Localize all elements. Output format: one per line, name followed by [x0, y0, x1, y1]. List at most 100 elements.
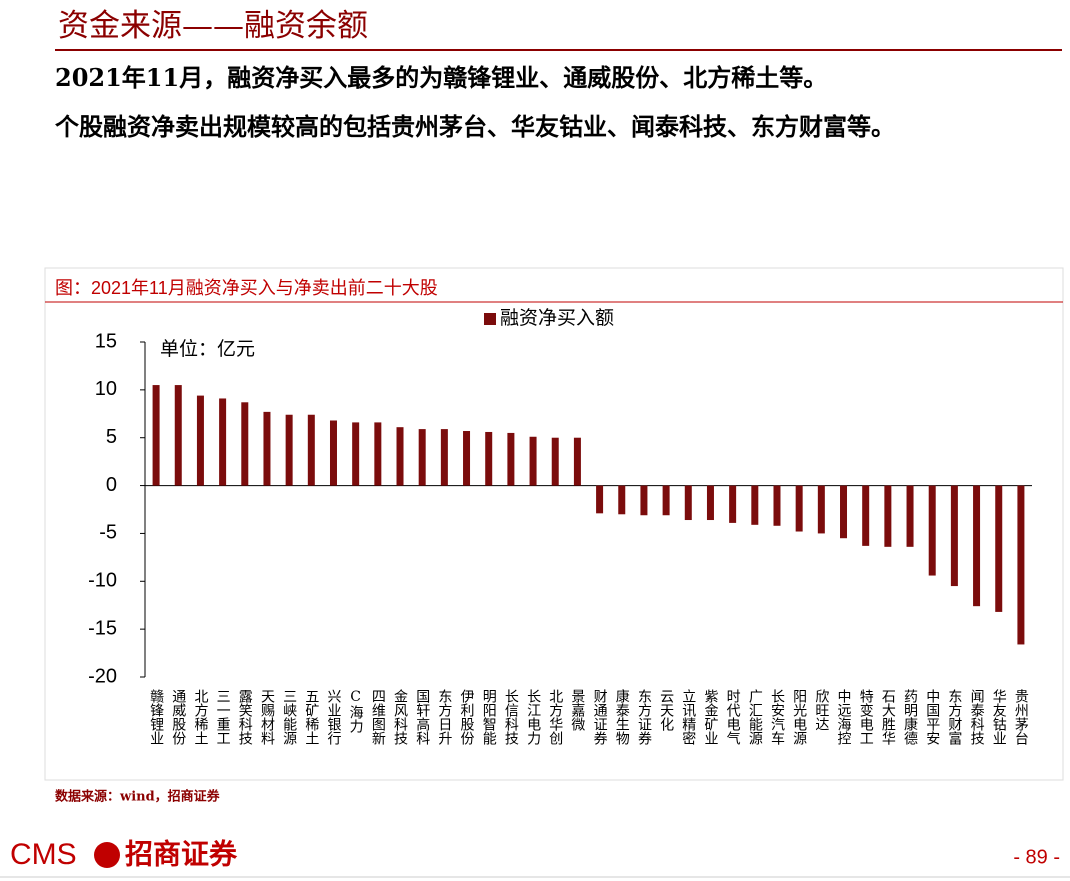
x-tick-label: 三一重工 — [215, 689, 231, 745]
bar — [640, 485, 648, 516]
x-tick-label: 长信科技 — [503, 689, 519, 746]
bar — [485, 431, 493, 486]
bar — [196, 395, 204, 486]
y-tick-label: -15 — [88, 617, 117, 639]
x-tick-label: 天赐材料 — [259, 689, 275, 745]
x-tick-label: 北方稀土 — [192, 689, 208, 745]
page-number: - 89 - — [1013, 846, 1060, 868]
bar — [906, 485, 914, 547]
y-tick-label: -10 — [88, 570, 117, 592]
x-tick-label: 通威股份 — [170, 689, 186, 746]
legend-label: 融资净买入额 — [500, 307, 614, 329]
bar — [374, 422, 382, 486]
paragraph: 2021年11月，融资净买入最多的为赣锋锂业、通威股份、北方稀土等。 — [55, 63, 828, 92]
bar — [573, 437, 581, 486]
bar — [928, 485, 936, 576]
bar — [396, 427, 404, 486]
x-tick-label: 云天化 — [658, 689, 674, 732]
x-tick-label: 贵州茅台 — [1013, 689, 1029, 745]
bar — [1017, 485, 1025, 645]
bar — [862, 485, 870, 546]
x-tick-label: 四维图新 — [370, 689, 386, 746]
x-tick-label: 北方华创 — [547, 689, 563, 745]
legend-swatch — [484, 313, 496, 325]
bar — [773, 485, 781, 526]
bar — [241, 402, 249, 486]
page-title: 资金来源——融资余额 — [58, 8, 368, 44]
y-tick-label: 5 — [106, 426, 117, 448]
x-tick-label: 立讯精密 — [680, 689, 696, 745]
x-tick-label: 中国平安 — [924, 689, 940, 745]
chart-title: 图：2021年11月融资净买入与净卖出前二十大股 — [55, 278, 438, 298]
x-tick-label: 东方证券 — [636, 689, 652, 746]
x-tick-label: 欣旺达 — [813, 689, 829, 731]
bar — [884, 485, 892, 547]
x-tick-label: 五矿稀土 — [303, 689, 319, 745]
x-tick-label: 三峡能源 — [281, 689, 297, 745]
bar — [174, 385, 182, 486]
x-tick-label: 药明康德 — [902, 689, 918, 745]
x-tick-label: 明阳智能 — [481, 689, 497, 746]
logo-name: 招商证券 — [125, 838, 238, 871]
source: 数据来源：wind，招商证券 — [55, 789, 221, 805]
bar — [840, 485, 848, 539]
bar — [263, 411, 271, 486]
bar — [352, 422, 360, 486]
bar — [995, 485, 1003, 612]
x-tick-label: 露笑科技 — [237, 689, 253, 746]
bar — [618, 485, 626, 515]
x-tick-label: 石大胜华 — [880, 689, 896, 745]
x-tick-label: 景嘉微 — [569, 689, 585, 731]
chart-frame — [44, 267, 1064, 781]
bar — [684, 485, 692, 521]
x-tick-label: 阳光电源 — [791, 689, 807, 745]
bar — [817, 485, 825, 534]
x-tick-label: 兴业银行 — [325, 689, 341, 746]
bar — [596, 485, 604, 514]
bar — [418, 429, 426, 486]
bar — [551, 437, 559, 486]
bar — [329, 420, 337, 486]
x-tick-label: 特变电工 — [858, 689, 874, 745]
y-tick-label: 15 — [95, 330, 117, 352]
bar — [463, 431, 471, 486]
bar — [440, 429, 448, 486]
x-tick-label: 财通证券 — [592, 689, 608, 746]
bar — [307, 414, 315, 486]
x-tick-label: 伊利股份 — [459, 689, 475, 746]
x-tick-label: 康泰生物 — [614, 688, 630, 746]
x-tick-label: 广汇能源 — [747, 689, 763, 745]
x-tick-label: 华友钴业 — [991, 689, 1007, 745]
unit-annotation: 单位：亿元 — [160, 338, 255, 360]
bar — [529, 436, 537, 486]
paragraph: 个股融资净卖出规模较高的包括贵州茅台、华友钴业、闻泰科技、东方财富等。 — [55, 112, 895, 141]
logo-text: CMS — [10, 838, 77, 871]
bar — [285, 414, 293, 486]
y-tick-label: -5 — [99, 522, 117, 544]
y-tick-label: -20 — [88, 665, 117, 687]
x-tick-label: C海力 — [348, 689, 364, 734]
x-tick-label: 长江电力 — [525, 689, 541, 746]
bar — [706, 485, 714, 521]
y-tick-label: 10 — [95, 378, 117, 400]
x-tick-label: 时代电气 — [725, 689, 741, 745]
y-tick-label: 0 — [106, 474, 117, 496]
bar — [219, 398, 227, 486]
bar — [950, 485, 958, 587]
x-tick-label: 闻泰科技 — [969, 689, 985, 746]
bar — [795, 485, 803, 532]
x-tick-label: 中远海控 — [836, 689, 852, 745]
x-tick-label: 东方日升 — [436, 689, 452, 745]
bar — [729, 485, 737, 523]
logo-icon — [94, 842, 120, 868]
bar — [152, 385, 160, 486]
x-tick-label: 国轩高科 — [414, 689, 430, 745]
x-tick-label: 金风科技 — [392, 689, 408, 746]
bar — [662, 485, 670, 516]
bar — [973, 485, 981, 607]
x-tick-label: 长安汽车 — [769, 689, 785, 745]
x-tick-label: 东方财富 — [946, 689, 962, 745]
x-tick-label: 紫金矿业 — [702, 689, 718, 745]
